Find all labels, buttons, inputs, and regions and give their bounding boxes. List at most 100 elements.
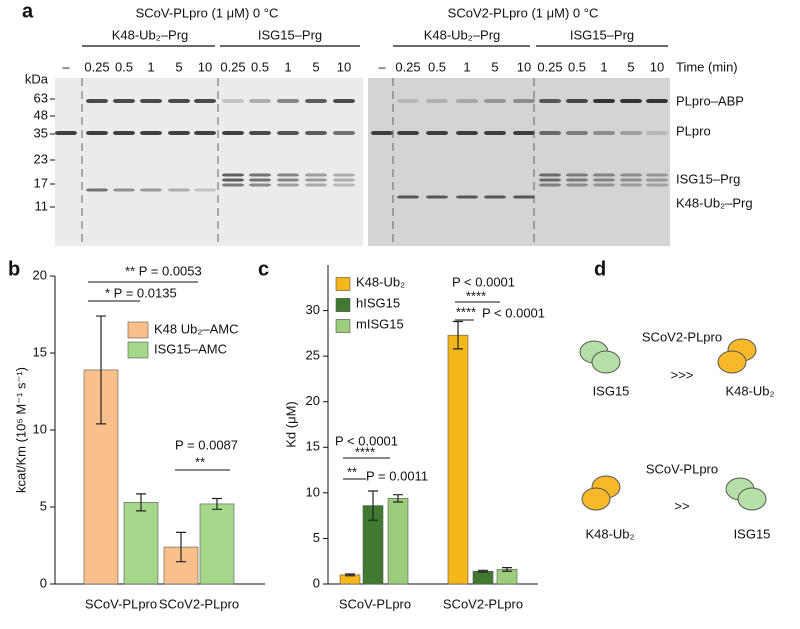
error-bar [393, 494, 403, 503]
gel-band [620, 131, 642, 135]
gel-band [305, 131, 327, 135]
annotation: ** [195, 454, 205, 469]
protein-ellipse [737, 487, 767, 511]
error-bar [176, 531, 186, 563]
gel-band [140, 131, 162, 135]
gel-band [140, 188, 162, 192]
gel-band [513, 99, 535, 103]
gel-band [513, 131, 535, 135]
band-label: PLpro [676, 123, 711, 138]
lane-label: 10 [198, 59, 212, 74]
annotation: P < 0.0001 [482, 305, 545, 320]
protein-ellipse [591, 350, 621, 374]
lane-label: 10 [650, 59, 664, 74]
gel-band [371, 131, 393, 135]
lane-label: 1 [600, 59, 607, 74]
gel-band [249, 178, 271, 182]
y-tick-label: 5 [313, 530, 320, 545]
gel-band [620, 178, 642, 182]
gel-band [397, 99, 419, 103]
y-tick-label: 10 [306, 484, 320, 499]
gel-band [426, 131, 448, 135]
gel-band [426, 195, 448, 199]
diagram-label: SCoV-PLpro [646, 461, 718, 476]
gel-band [249, 131, 271, 135]
legend-label: K48-Ub₂ [356, 274, 405, 289]
gel-band [194, 188, 216, 192]
kda-label: kDa [25, 71, 49, 86]
gel-band [484, 99, 506, 103]
gel-band [566, 99, 588, 103]
annotation: **** [456, 304, 476, 319]
annotation: P < 0.0001 [335, 433, 398, 448]
gel-band [277, 173, 299, 177]
gel-band [305, 178, 327, 182]
gel-band [566, 178, 588, 182]
error-bar [478, 569, 488, 573]
y-tick-label: 20 [33, 267, 47, 282]
lane-label: 1 [284, 59, 291, 74]
bar [472, 570, 494, 585]
gel-band [305, 173, 327, 177]
lane-label: 0.5 [568, 59, 586, 74]
gel-band [646, 178, 668, 182]
y-tick-label: 0 [40, 575, 47, 590]
annotation: P < 0.0001 [452, 274, 515, 289]
legend-label: K48 Ub₂–AMC [154, 321, 239, 336]
lane-label: 5 [312, 59, 319, 74]
gel-band [646, 99, 668, 103]
annotation: P = 0.0087 [175, 437, 238, 452]
error-bar [96, 315, 106, 425]
lane-label: 0.25 [537, 59, 562, 74]
gel-band [593, 131, 615, 135]
diagram-label: >>> [671, 367, 694, 382]
legend-swatch [127, 321, 149, 339]
lane-label: 5 [175, 59, 182, 74]
gel-band [249, 183, 271, 187]
error-bar [212, 497, 222, 510]
gel-band [397, 131, 419, 135]
marker-label: 23 [34, 151, 48, 166]
group-label: K48-Ub₂–Prg [112, 27, 189, 42]
gel-bands [55, 99, 668, 199]
x-tick-label: SCoV-PLpro [85, 596, 157, 611]
y-tick-label: 0 [313, 575, 320, 590]
band-label: K48-Ub₂–Prg [676, 195, 753, 210]
gel-band [539, 178, 561, 182]
gel-right [368, 78, 670, 246]
gel-band [566, 183, 588, 187]
gel-band [222, 183, 244, 187]
marker-label: 63 [34, 90, 48, 105]
legend-swatch [127, 341, 149, 359]
gel-band [539, 173, 561, 177]
gel-band [113, 99, 135, 103]
bar [199, 503, 235, 585]
gel-band [277, 178, 299, 182]
legend-swatch [335, 277, 351, 291]
panel-letter: b [8, 258, 20, 280]
marker-label: 35 [34, 125, 48, 140]
lane-label: 10 [517, 59, 531, 74]
diagram [579, 338, 767, 511]
error-bar [502, 566, 512, 572]
diagram-label: SCoV2-PLpro [642, 329, 722, 344]
gel-band [456, 131, 478, 135]
gel-band [305, 183, 327, 187]
y-tick-label: 10 [33, 421, 47, 436]
gel-band [249, 99, 271, 103]
gel-band [277, 131, 299, 135]
gel-band [333, 173, 355, 177]
gel-band [222, 131, 244, 135]
gel-band [397, 195, 419, 199]
annotation: P = 0.0011 [366, 468, 428, 483]
gel-band [168, 188, 190, 192]
gel-band [113, 131, 135, 135]
x-tick-label: SCoV-PLpro [339, 596, 411, 611]
lane-label: – [62, 59, 70, 74]
lane-label: 0.5 [428, 59, 446, 74]
gel-band [86, 99, 108, 103]
gel-band [646, 183, 668, 187]
y-axis-label: Kd (μM) [283, 401, 298, 448]
x-tick-label: SCoV2-PLpro [443, 596, 523, 611]
